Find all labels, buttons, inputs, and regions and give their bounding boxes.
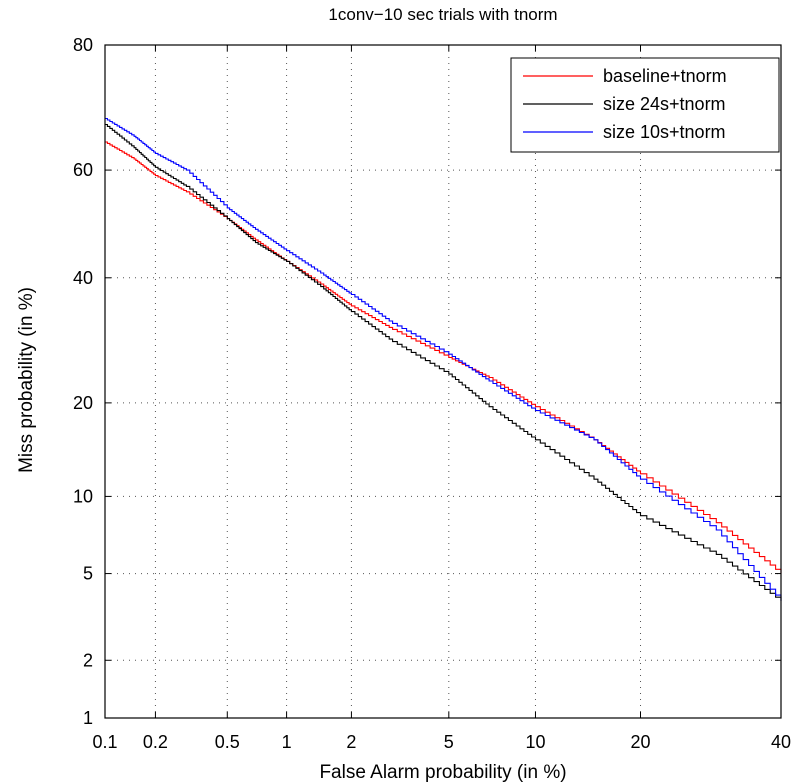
y-tick-label: 5 — [83, 564, 93, 584]
y-tick-label: 20 — [73, 393, 93, 413]
x-tick-label: 10 — [525, 732, 545, 752]
x-tick-label: 20 — [630, 732, 650, 752]
x-tick-label: 0.2 — [143, 732, 168, 752]
plot-frame — [104, 44, 782, 719]
axis-ticks: 0.1 0.2 0.5 1 2 5 10 20 40 1 2 5 10 20 40 60 80 — [73, 35, 791, 752]
y-tick-label: 1 — [83, 708, 93, 728]
y-tick-label: 40 — [73, 268, 93, 288]
x-tick-label: 0.1 — [92, 732, 117, 752]
legend-label: baseline+tnorm — [603, 66, 727, 86]
chart-title: 1conv−10 sec trials with tnorm — [328, 5, 557, 24]
x-tick-label: 5 — [444, 732, 454, 752]
y-tick-label: 80 — [73, 35, 93, 55]
x-tick-label: 2 — [346, 732, 356, 752]
grid-lines — [105, 45, 781, 718]
legend-label: size 24s+tnorm — [603, 94, 726, 114]
legend-box — [510, 57, 780, 153]
y-tick-label: 10 — [73, 486, 93, 506]
x-tick-label: 40 — [771, 732, 791, 752]
x-tick-label: 1 — [282, 732, 292, 752]
y-axis-title: Miss probability (in %) — [16, 287, 37, 473]
series-line — [105, 123, 782, 602]
x-tick-label: 0.5 — [215, 732, 240, 752]
series-lines — [105, 117, 782, 602]
legend-label: size 10s+tnorm — [603, 122, 726, 142]
x-axis-title: False Alarm probability (in %) — [319, 762, 566, 783]
y-tick-label: 2 — [83, 650, 93, 670]
legend: baseline+tnorm size 24s+tnorm size 10s+tno… — [510, 57, 780, 153]
y-tick-label: 60 — [73, 160, 93, 180]
series-line — [105, 117, 782, 602]
